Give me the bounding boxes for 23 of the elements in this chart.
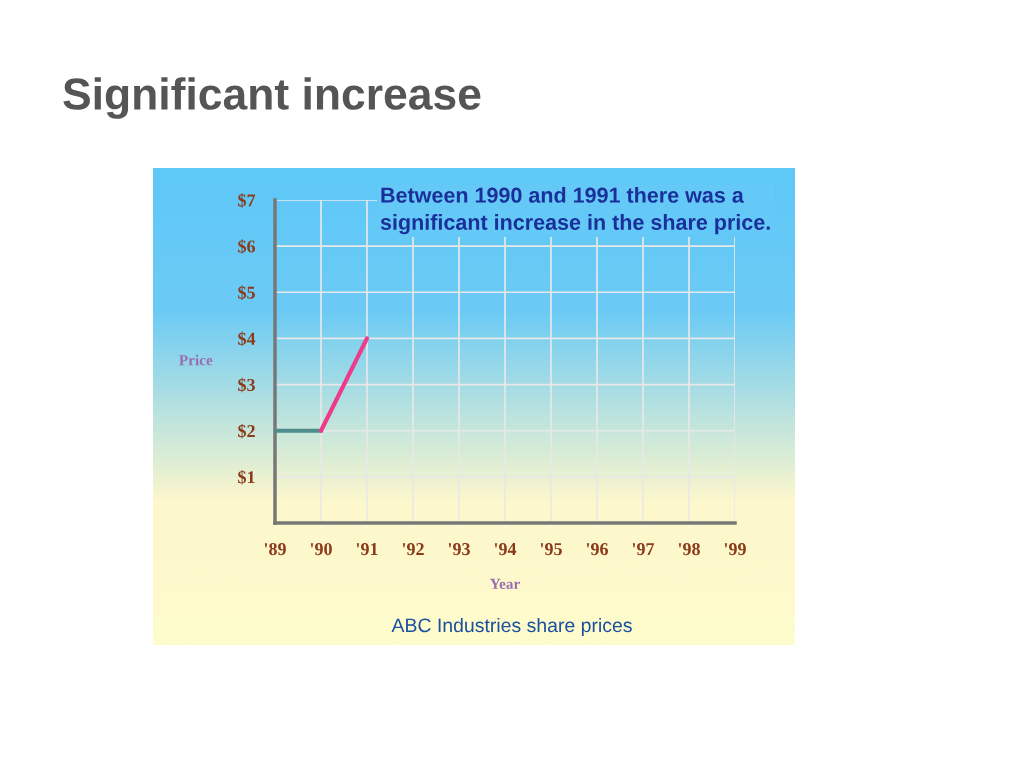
annotation: Between 1990 and 1991 there was a significant increase in the share price. (380, 187, 770, 235)
x-tick-label: '97 (632, 543, 655, 556)
x-tick-label: '93 (448, 543, 470, 556)
x-tick-label: '95 (540, 543, 562, 556)
y-tick-label: $4 (238, 331, 256, 347)
chart-title: Significant increase (63, 77, 481, 119)
y-tick-label: $7 (238, 193, 256, 208)
x-tick-label: '90 (310, 542, 332, 556)
x-tick-label: '96 (586, 543, 609, 556)
y-tick-label: $6 (238, 239, 256, 254)
x-tick-label: '94 (494, 543, 517, 556)
x-tick-label: '98 (678, 542, 700, 556)
x-tick-label: '91 (356, 543, 378, 556)
x-tick-label: '99 (724, 543, 746, 556)
y-tick-label: $1 (238, 470, 255, 485)
y-tick-label: $5 (238, 285, 255, 300)
y-axis-title: Price (179, 354, 213, 366)
text: ABC Industries share prices (391, 617, 632, 637)
y-tick-label: $3 (238, 377, 255, 393)
y-tick-label: $2 (238, 423, 255, 439)
x-tick-label: '89 (264, 542, 286, 556)
x-axis-title: Year (490, 578, 520, 590)
x-tick-label: '92 (402, 543, 424, 556)
